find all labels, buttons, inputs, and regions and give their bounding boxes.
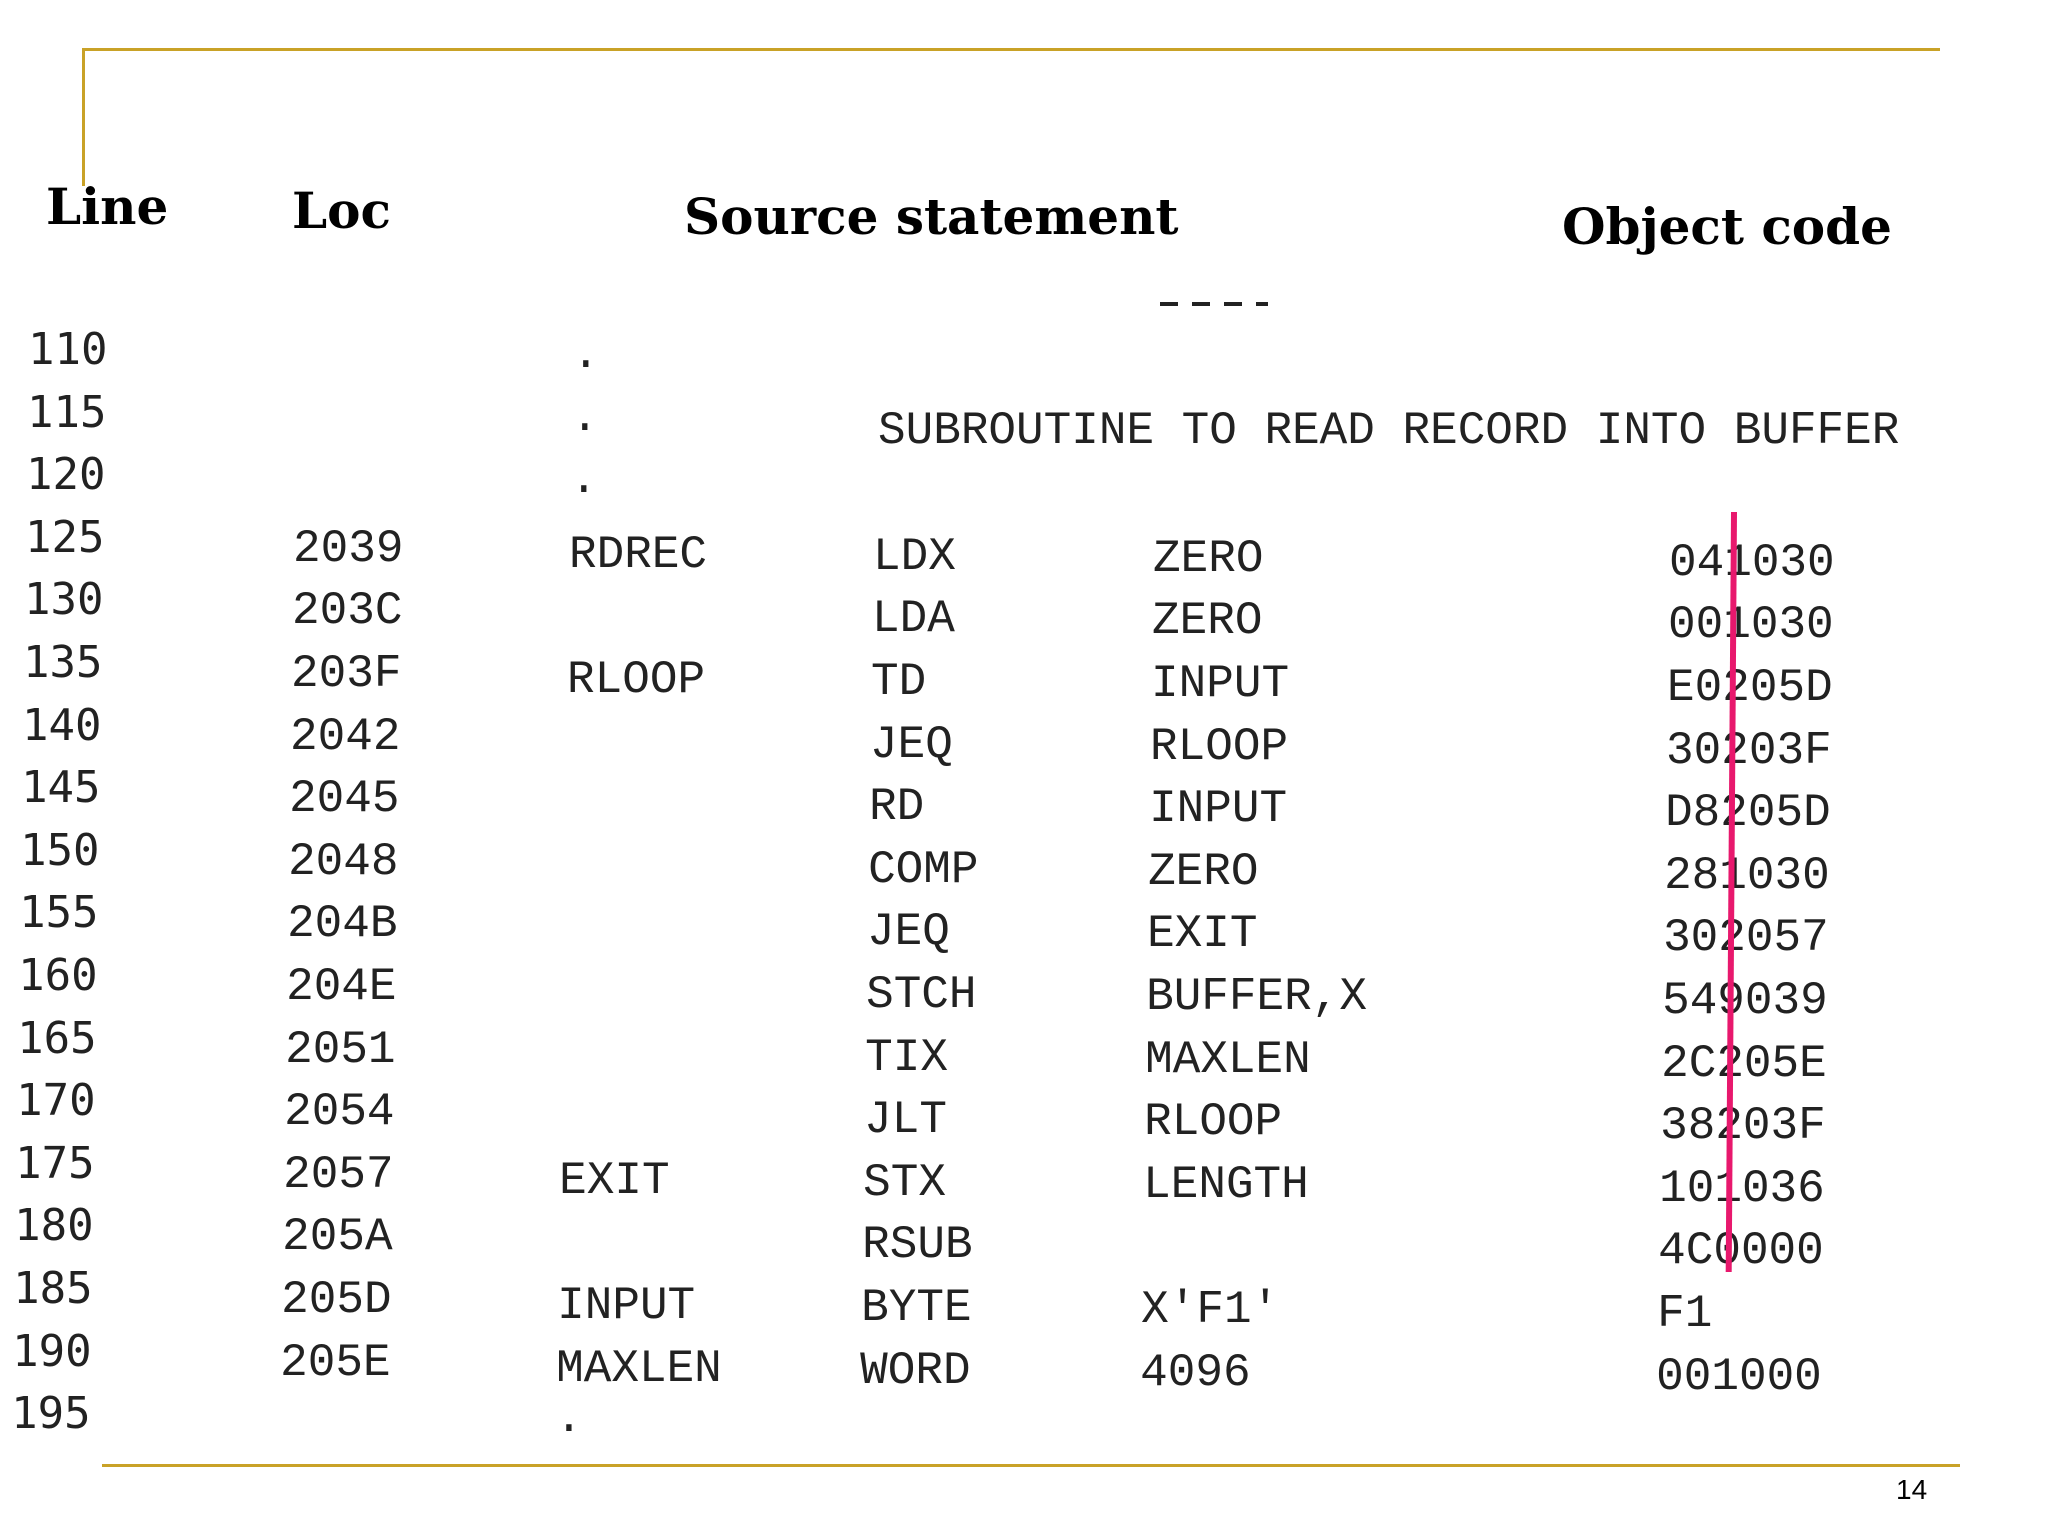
object-code-value: 281030 xyxy=(1664,849,1830,902)
clipped-previous-text xyxy=(1160,302,1268,306)
loc-value: 2054 xyxy=(284,1086,395,1139)
line-number: 125 xyxy=(25,511,105,563)
opcode-value: WORD xyxy=(860,1344,971,1397)
opcode-value: STX xyxy=(863,1156,946,1209)
operand-value: ZERO xyxy=(1153,532,1264,585)
line-number: 190 xyxy=(12,1325,92,1377)
opcode-value: JEQ xyxy=(867,906,950,959)
line-number: 175 xyxy=(15,1137,95,1189)
loc-value: 2042 xyxy=(290,710,401,763)
object-code-value: 001000 xyxy=(1656,1350,1822,1403)
object-code-value: 549039 xyxy=(1662,975,1828,1027)
continuation-dot: . xyxy=(571,391,599,444)
bottom-rule xyxy=(102,1464,1960,1467)
loc-value: 205E xyxy=(280,1336,391,1389)
line-number: 140 xyxy=(22,699,102,751)
page-number: 14 xyxy=(1896,1474,1928,1505)
loc-value: 2045 xyxy=(289,773,400,826)
label-value: MAXLEN xyxy=(556,1342,722,1395)
object-code-value: D8205D xyxy=(1665,787,1831,840)
loc-value: 2039 xyxy=(293,522,404,575)
opcode-value: COMP xyxy=(868,843,979,896)
line-number: 195 xyxy=(11,1388,91,1440)
header-line: Line xyxy=(46,177,169,236)
object-code-value: F1 xyxy=(1657,1288,1713,1340)
opcode-value: RSUB xyxy=(862,1219,973,1272)
opcode-value: TD xyxy=(871,656,927,708)
object-code-value: 302057 xyxy=(1663,912,1829,965)
opcode-value: JEQ xyxy=(870,718,953,771)
operand-value: BUFFER,X xyxy=(1146,971,1367,1023)
operand-value: EXIT xyxy=(1147,908,1258,961)
header-source-statement: Source statement xyxy=(684,187,1179,246)
left-rule xyxy=(82,48,85,186)
comment-text: SUBROUTINE TO READ RECORD INTO BUFFER xyxy=(878,405,1900,457)
object-code-value: E0205D xyxy=(1667,662,1833,714)
opcode-value: LDX xyxy=(873,530,956,583)
opcode-value: TIX xyxy=(865,1031,948,1084)
loc-value: 203C xyxy=(292,585,403,638)
object-code-value: 38203F xyxy=(1660,1100,1826,1153)
object-code-value: 001030 xyxy=(1668,599,1834,652)
loc-value: 204B xyxy=(287,898,398,951)
line-number: 160 xyxy=(18,950,98,1001)
operand-value: RLOOP xyxy=(1144,1096,1283,1149)
line-number: 185 xyxy=(13,1263,93,1314)
object-code-value: 101036 xyxy=(1659,1162,1825,1215)
line-number: 110 xyxy=(28,324,108,375)
line-number: 170 xyxy=(16,1075,96,1127)
operand-value: X'F1' xyxy=(1141,1284,1280,1336)
label-value: EXIT xyxy=(559,1154,670,1207)
line-number: 130 xyxy=(24,574,104,626)
loc-value: 203F xyxy=(291,648,402,700)
line-number: 165 xyxy=(17,1012,97,1064)
line-number: 115 xyxy=(27,386,107,438)
operand-value: LENGTH xyxy=(1143,1158,1309,1211)
opcode-value: JLT xyxy=(864,1094,947,1147)
line-number: 135 xyxy=(23,637,103,688)
line-number: 145 xyxy=(21,762,101,814)
operand-value: INPUT xyxy=(1149,783,1288,836)
loc-value: 2048 xyxy=(288,835,399,888)
object-code-value: 30203F xyxy=(1666,724,1832,777)
continuation-dot: . xyxy=(555,1393,583,1446)
line-number: 150 xyxy=(20,824,100,876)
opcode-value: RD xyxy=(869,781,925,834)
label-value: RLOOP xyxy=(567,654,706,706)
loc-value: 204E xyxy=(286,961,397,1013)
object-code-value: 041030 xyxy=(1669,536,1835,589)
operand-value: 4096 xyxy=(1140,1346,1251,1399)
object-code-value: 4C0000 xyxy=(1658,1225,1824,1278)
top-rule xyxy=(82,48,1940,51)
header-loc: Loc xyxy=(292,181,391,240)
loc-value: 205D xyxy=(281,1274,392,1326)
line-number: 120 xyxy=(26,449,106,501)
loc-value: 2057 xyxy=(283,1148,394,1201)
opcode-value: BYTE xyxy=(861,1282,972,1334)
operand-value: ZERO xyxy=(1148,845,1259,898)
continuation-dot: . xyxy=(572,329,600,381)
operand-value: RLOOP xyxy=(1150,720,1289,773)
line-number: 180 xyxy=(14,1200,94,1252)
operand-value: INPUT xyxy=(1151,658,1290,710)
opcode-value: LDA xyxy=(872,593,955,646)
object-code-value: 2C205E xyxy=(1661,1037,1827,1090)
operand-value: ZERO xyxy=(1152,595,1263,648)
operand-value: MAXLEN xyxy=(1145,1033,1311,1086)
opcode-value: STCH xyxy=(866,969,977,1021)
label-value: INPUT xyxy=(557,1280,696,1332)
loc-value: 205A xyxy=(282,1211,393,1264)
continuation-dot: . xyxy=(570,454,598,507)
loc-value: 2051 xyxy=(285,1023,396,1076)
label-value: RDREC xyxy=(569,528,708,581)
line-number: 155 xyxy=(19,887,99,939)
header-object-code: Object code xyxy=(1562,197,1892,256)
